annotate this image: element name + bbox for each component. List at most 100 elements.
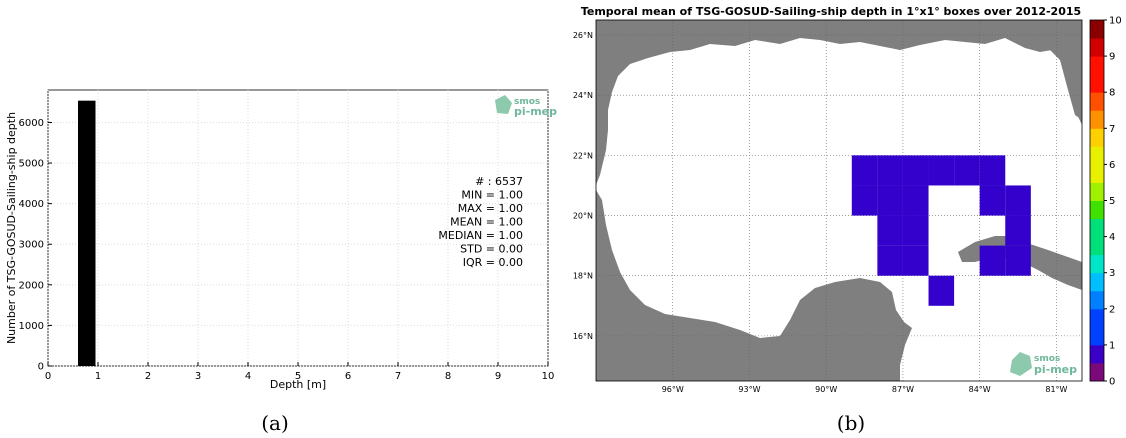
histogram-y-tick-label: 4000	[19, 199, 44, 210]
map-lat-tick-label: 22°N	[573, 151, 593, 160]
map-cell	[979, 245, 1006, 276]
histogram-y-tick-label: 2000	[19, 280, 44, 291]
map-lat-tick-label: 26°N	[573, 31, 593, 40]
colorbar: 0 1 2 3 4 5 6 7 8 9 10	[1089, 16, 1122, 388]
colorbar-tick-label: 6	[1109, 160, 1115, 171]
map-logo-line1: smos	[1034, 354, 1060, 364]
colorbar-tick-label: 4	[1109, 232, 1115, 243]
colorbar-segment	[1090, 236, 1104, 256]
map-lat-ticks: 16°N 18°N 20°N 22°N 24°N 26°N	[573, 31, 593, 341]
colorbar-segment	[1090, 128, 1104, 147]
map-cell	[851, 185, 878, 216]
map-lon-tick-label: 84°W	[969, 385, 991, 394]
map-smos-logo: smos pi-mep	[1010, 352, 1077, 376]
panel-label-b: (b)	[837, 411, 865, 435]
histogram-x-tick-label: 8	[445, 371, 451, 382]
colorbar-tick-label: 7	[1109, 124, 1115, 135]
colorbar-segment	[1090, 56, 1104, 75]
histogram-x-tick-label: 9	[495, 371, 501, 382]
map-cell	[851, 155, 878, 186]
colorbar-segment	[1090, 290, 1104, 310]
map-logo-mark	[1010, 352, 1032, 376]
colorbar-segment	[1090, 38, 1104, 57]
histogram-bars	[78, 100, 96, 366]
colorbar-segment	[1090, 362, 1104, 382]
colorbar-tick-label: 9	[1109, 52, 1115, 63]
histogram-y-ticks: 0 1000 2000 3000 4000 5000 6000	[19, 118, 52, 373]
map-cell	[1005, 185, 1031, 216]
histogram-stat-line: MAX = 1.00	[458, 202, 523, 215]
map-title: Temporal mean of TSG-GOSUD-Sailing-ship …	[581, 5, 1081, 18]
histogram-x-tick-label: 6	[345, 371, 351, 382]
map-cell	[902, 245, 929, 276]
colorbar-segment	[1090, 182, 1104, 201]
histogram-x-tick-label: 2	[145, 371, 151, 382]
colorbar-segment	[1090, 254, 1104, 274]
map-cell	[877, 215, 903, 246]
histogram-grid	[47, 90, 549, 367]
colorbar-tick-label: 1	[1109, 340, 1115, 351]
histogram-x-tick-label: 5	[295, 371, 301, 382]
colorbar-segment	[1090, 344, 1104, 364]
histogram-stat-line: MIN = 1.00	[461, 189, 523, 202]
colorbar-segment	[1090, 308, 1104, 328]
map-cell	[928, 155, 955, 186]
map-cell	[1005, 245, 1031, 276]
land-florida	[1050, 20, 1082, 125]
smos-logo: smos pi-mep	[495, 95, 557, 118]
land-usa	[596, 20, 1082, 185]
colorbar-tick-label: 3	[1109, 268, 1115, 279]
histogram-x-tick-label: 4	[245, 371, 251, 382]
map-cell	[877, 185, 903, 216]
histogram-x-ticks: 0 1 2 3 4 5 6 7 8 9 10	[45, 362, 554, 382]
map-lon-tick-label: 96°W	[662, 385, 684, 394]
map-cell	[979, 155, 1006, 186]
histogram-stat-line: # : 6537	[475, 175, 523, 188]
colorbar-segment	[1090, 326, 1104, 346]
map-cell	[902, 155, 929, 186]
map-cell	[902, 185, 929, 216]
map-lon-tick-label: 81°W	[1045, 385, 1067, 394]
colorbar-segment	[1090, 272, 1104, 292]
smos-logo-line2: pi-mep	[514, 105, 557, 118]
histogram-x-tick-label: 1	[95, 371, 101, 382]
map-cell	[979, 185, 1006, 216]
histogram-x-label: Depth [m]	[270, 378, 326, 391]
colorbar-segment	[1090, 164, 1104, 183]
map-lon-tick-label: 93°W	[738, 385, 760, 394]
map-lat-tick-label: 18°N	[573, 272, 593, 281]
map-lon-tick-label: 87°W	[892, 385, 914, 394]
colorbar-segment	[1090, 110, 1104, 129]
map-cell	[877, 245, 903, 276]
colorbar-tick-label: 2	[1109, 304, 1115, 315]
smos-logo-mark	[495, 95, 512, 114]
map-frame	[595, 19, 1083, 382]
colorbar-segment	[1090, 74, 1104, 93]
histogram-bar	[78, 100, 96, 366]
map-logo-line2: pi-mep	[1034, 363, 1077, 376]
colorbar-segment	[1090, 20, 1104, 39]
colorbar-segment	[1090, 146, 1104, 165]
colorbar-segment	[1090, 92, 1104, 111]
histogram-y-tick-label: 5000	[19, 159, 44, 170]
histogram-stat-line: MEAN = 1.00	[450, 216, 523, 229]
colorbar-segment	[1090, 218, 1104, 238]
colorbar-segment	[1090, 200, 1104, 220]
histogram-y-label: Number of TSG-GOSUD-Sailing-ship depth	[5, 112, 18, 344]
map-lat-tick-label: 24°N	[573, 91, 593, 100]
map-lat-tick-label: 20°N	[573, 212, 593, 221]
map-lat-tick-label: 16°N	[573, 332, 593, 341]
histogram-y-tick-label: 6000	[19, 118, 44, 129]
land-mexico	[596, 190, 912, 381]
map-cell	[928, 275, 955, 306]
histogram-stat-line: MEDIAN = 1.00	[438, 229, 523, 242]
smos-logo-line1: smos	[514, 97, 540, 107]
map-grid	[596, 20, 1082, 381]
map-cell	[902, 215, 929, 246]
map-panel: Temporal mean of TSG-GOSUD-Sailing-ship …	[573, 5, 1122, 435]
map-cell	[877, 155, 903, 186]
histogram-x-tick-label: 3	[195, 371, 201, 382]
map-lon-tick-label: 90°W	[815, 385, 837, 394]
